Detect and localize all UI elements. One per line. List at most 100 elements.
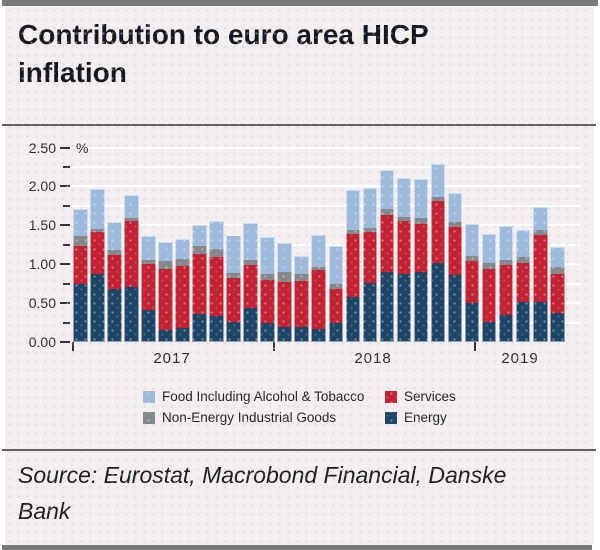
bar-segment-energy [515, 301, 531, 342]
bar-segment-services [73, 246, 88, 285]
bar-segment-food-including-alcohol-tobacco [277, 243, 292, 273]
bar [498, 226, 514, 342]
bar-segment-non-energy-industrial-goods [277, 272, 292, 283]
bar-segment-non-energy-industrial-goods [124, 217, 139, 222]
bar [396, 177, 412, 342]
legend: Food Including Alcohol & Tobacco Services… [143, 386, 456, 428]
bar [260, 237, 275, 342]
bar [226, 235, 241, 342]
bar [481, 233, 497, 342]
bar-segment-energy [362, 282, 378, 342]
bar-segment-energy [158, 329, 173, 342]
bar-segment-services [277, 282, 292, 328]
bar [362, 188, 378, 342]
x-year-label: 2018 [354, 350, 392, 367]
bar [345, 189, 361, 342]
bar-segment-energy [464, 303, 480, 342]
legend-swatch-food [143, 390, 155, 403]
bar-segment-food-including-alcohol-tobacco [481, 233, 497, 263]
bar-segment-energy [379, 272, 395, 342]
bar [209, 221, 224, 342]
bar-segment-services [226, 278, 241, 322]
bar-segment-energy [532, 302, 548, 342]
bar-segment-services [141, 264, 156, 311]
legend-item: Food Including Alcohol & Tobacco [143, 389, 385, 404]
y-axis-major-tick [60, 185, 70, 188]
bar-segment-energy [430, 262, 446, 342]
legend-item: Energy [385, 410, 447, 425]
bar-segment-food-including-alcohol-tobacco [345, 189, 361, 231]
bar [532, 206, 548, 342]
bar-segment-non-energy-industrial-goods [158, 261, 173, 269]
bar-segment-food-including-alcohol-tobacco [158, 242, 173, 262]
bar-segment-food-including-alcohol-tobacco [209, 221, 224, 249]
bar-segment-energy [73, 284, 88, 342]
bar-segment-food-including-alcohol-tobacco [549, 247, 565, 268]
bar-segment-services [515, 262, 531, 302]
y-axis-label: 1.50 [28, 217, 56, 234]
gridline [72, 204, 580, 207]
bar-segment-non-energy-industrial-goods [107, 250, 122, 255]
bar-segment-energy [90, 274, 105, 342]
legend-label: Food Including Alcohol & Tobacco [162, 389, 365, 404]
bar [141, 236, 156, 342]
bar [277, 243, 292, 342]
top-border-bar [2, 0, 598, 6]
bar-segment-non-energy-industrial-goods [345, 230, 361, 234]
y-axis-major-tick [60, 302, 70, 305]
source-text: Source: Eurostat, Macrobond Financial, D… [18, 462, 507, 524]
bar [73, 209, 88, 342]
bar-segment-services [328, 289, 344, 324]
bar-segment-services [260, 279, 275, 323]
bar-segment-energy [192, 314, 207, 342]
bar [90, 188, 105, 342]
y-axis-major-tick [60, 146, 70, 149]
y-axis-label: 2.00 [28, 178, 56, 195]
y-axis-minor-tick [63, 282, 70, 285]
y-axis-minor-tick [63, 166, 70, 169]
bottom-border-bar [2, 545, 592, 550]
bar-segment-non-energy-industrial-goods [141, 259, 156, 265]
y-axis-label: 0.00 [28, 334, 56, 350]
bar-segment-services [294, 281, 310, 328]
bar-segment-energy [260, 322, 275, 342]
bar-segment-energy [396, 273, 412, 342]
bar-segment-food-including-alcohol-tobacco [430, 163, 446, 198]
bar-segment-non-energy-industrial-goods [379, 209, 395, 216]
bar-segment-non-energy-industrial-goods [294, 273, 310, 282]
bar-segment-non-energy-industrial-goods [243, 260, 258, 266]
bar [464, 223, 480, 342]
bar-segment-services [345, 233, 361, 297]
bar [549, 247, 565, 342]
x-axis-tick [272, 342, 275, 351]
bar-segment-food-including-alcohol-tobacco [498, 226, 514, 260]
bar-segment-services [430, 201, 446, 263]
legend-row: Food Including Alcohol & Tobacco Services [143, 386, 456, 407]
bar-segment-food-including-alcohol-tobacco [141, 236, 156, 260]
gridline [72, 224, 580, 227]
bar-segment-non-energy-industrial-goods [413, 218, 429, 224]
legend-item: Non-Energy Industrial Goods [143, 410, 385, 425]
bar-segment-services [107, 254, 122, 290]
bar-segment-services [447, 226, 463, 276]
bar [243, 223, 258, 342]
y-axis-unit-label: % [76, 140, 89, 156]
bar-segment-food-including-alcohol-tobacco [124, 195, 139, 218]
bar-segment-energy [447, 275, 463, 342]
bar-segment-non-energy-industrial-goods [549, 267, 565, 275]
bar-segment-services [311, 270, 327, 329]
bar-segment-energy [345, 296, 361, 342]
legend-swatch-energy [385, 411, 397, 424]
bar-segment-food-including-alcohol-tobacco [90, 188, 105, 230]
bar [192, 224, 207, 342]
bar-segment-non-energy-industrial-goods [90, 229, 105, 233]
bar-segment-food-including-alcohol-tobacco [192, 224, 207, 247]
bar-segment-energy [243, 307, 258, 342]
bar [107, 222, 122, 342]
bar-segment-services [396, 220, 412, 274]
bar-segment-non-energy-industrial-goods [481, 262, 497, 269]
bar-segment-services [243, 265, 258, 308]
bar-segment-food-including-alcohol-tobacco [107, 222, 122, 251]
y-axis-minor-tick [63, 321, 70, 324]
